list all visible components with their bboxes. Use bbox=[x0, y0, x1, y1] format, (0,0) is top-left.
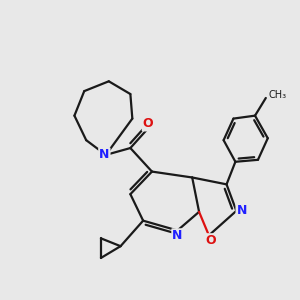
Text: N: N bbox=[236, 204, 247, 218]
Text: O: O bbox=[143, 118, 153, 130]
Text: CH₃: CH₃ bbox=[268, 90, 286, 100]
Text: N: N bbox=[99, 148, 110, 161]
Text: N: N bbox=[172, 229, 183, 242]
Text: O: O bbox=[205, 234, 216, 247]
